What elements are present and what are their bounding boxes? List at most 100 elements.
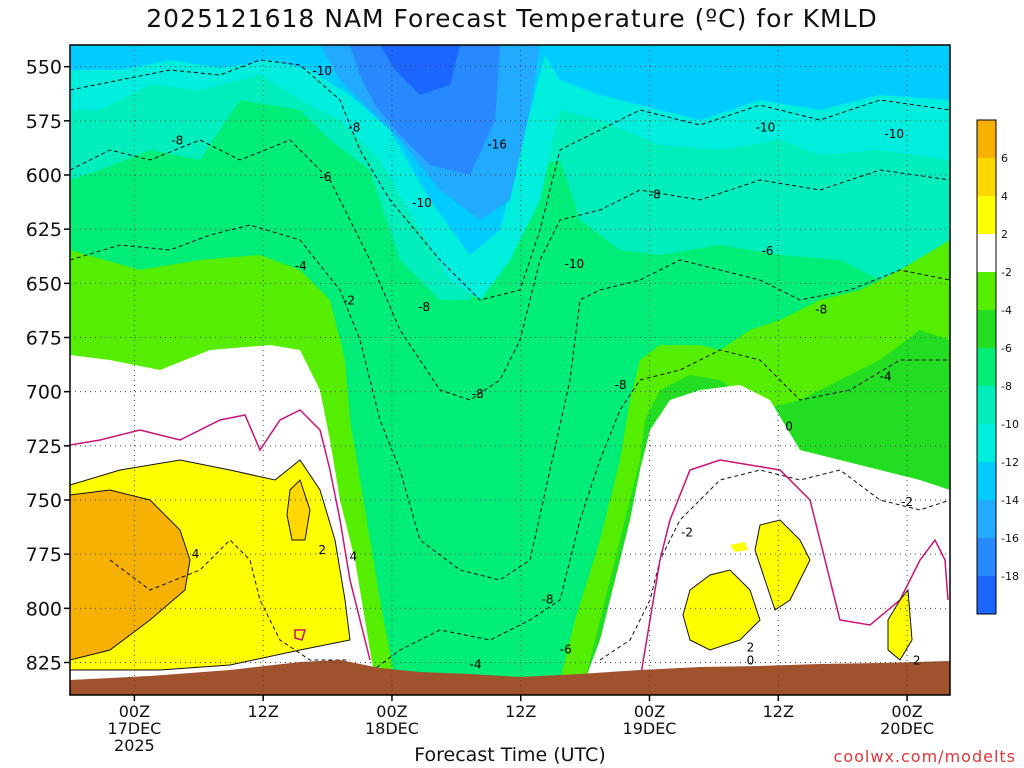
colorbar-swatch: [977, 348, 996, 386]
contour-label: 2: [747, 640, 755, 654]
colorbar-swatch: [977, 576, 996, 614]
contour-label: 2: [318, 543, 326, 557]
x-tick-label: 18DEC: [365, 719, 419, 738]
contour-label: -6: [560, 643, 572, 657]
y-tick-label: 550: [26, 57, 62, 79]
x-tick-label: 19DEC: [623, 719, 677, 738]
contour-label: -4: [295, 259, 307, 273]
plot-fill-layer: [70, 45, 950, 695]
contour-label: -8: [649, 188, 661, 202]
colorbar-label: -6: [1001, 342, 1012, 355]
contour-label: 4: [192, 547, 200, 561]
colorbar-label: 6: [1001, 152, 1008, 165]
colorbar-swatch: [977, 120, 996, 158]
contour-label: -4: [880, 370, 892, 384]
x-tick-label: 00Z: [376, 702, 407, 721]
contour-label: -16: [487, 138, 507, 152]
colorbar-label: -18: [1001, 570, 1019, 583]
contour-label: -6: [319, 170, 331, 184]
contour-label: 2: [913, 653, 921, 667]
terrain: [70, 660, 950, 695]
grid-layer: [70, 45, 950, 695]
x-tick-label: 00Z: [891, 702, 922, 721]
x-tick-label: 12Z: [763, 702, 794, 721]
source-credit: coolwx.com/modelts: [833, 747, 1016, 766]
contour-label: -8: [542, 593, 554, 607]
contour-label: -2: [901, 495, 913, 509]
colorbar-label: -16: [1001, 532, 1019, 545]
y-tick-label: 575: [26, 111, 62, 133]
fill-2-to-4-east-d: [888, 590, 912, 660]
y-tick-label: 700: [26, 382, 62, 404]
colorbar-swatch: [977, 538, 996, 576]
x-tick-label: 12Z: [248, 702, 279, 721]
contour-label: -10: [412, 196, 432, 210]
contour-label: -10: [884, 127, 904, 141]
contour-label: -2: [681, 526, 693, 540]
y-tick-label: 600: [26, 165, 62, 187]
contour-label: -8: [815, 302, 827, 316]
contour-label: -4: [470, 658, 482, 672]
contour-label-layer: -10 -8 -8 -16 -10 -10 -6 -8 -10 -4 -10 -6 -2 -8 -8 -4 -8…: [171, 64, 920, 672]
colorbar-label: -2: [1001, 266, 1012, 279]
contour-label: 0: [747, 653, 755, 667]
x-tick-label: 20DEC: [880, 719, 934, 738]
y-tick-label: 800: [26, 598, 62, 620]
plot-frame: [69, 44, 951, 696]
fill-4-to-6-cell: [287, 480, 310, 540]
contour-label: -8: [472, 387, 484, 401]
positive-contours: [70, 459, 913, 671]
y-tick-label: 650: [26, 273, 62, 295]
contour-label: -10: [565, 257, 585, 271]
y-tick-label: 675: [26, 328, 62, 350]
colorbar-swatch: [977, 424, 996, 462]
contour-label: -2: [343, 294, 355, 308]
colorbar-frame: [976, 119, 997, 615]
colorbar-label: -14: [1001, 494, 1019, 507]
contour-label: -6: [762, 244, 774, 258]
colorbar-label: 2: [1001, 228, 1008, 241]
colorbar-swatch: [977, 462, 996, 500]
colorbar: 6 4 2 -2 -4 -6 -8 -10 -12 -14 -16 -18: [976, 119, 1019, 615]
contour-label: -10: [756, 120, 776, 134]
x-tick-label: 17DEC: [107, 719, 161, 738]
y-tick-label: 775: [26, 544, 62, 566]
colorbar-swatch: [977, 196, 996, 234]
colorbar-swatch: [977, 234, 996, 272]
contour-label: -8: [615, 378, 627, 392]
fill-2-to-4-east-c: [730, 542, 748, 552]
x-tick-label: 12Z: [505, 702, 536, 721]
colorbar-label: 4: [1001, 190, 1008, 203]
colorbar-label: -10: [1001, 418, 1019, 431]
contour-label: 0: [785, 419, 793, 433]
colorbar-label: -12: [1001, 456, 1019, 469]
contour-label: -8: [418, 300, 430, 314]
colorbar-label: -4: [1001, 304, 1012, 317]
x-axis-title: Forecast Time (UTC): [414, 744, 606, 766]
x-tick-label: 2025: [114, 736, 155, 755]
x-tick-label: 00Z: [119, 702, 150, 721]
contour-label: -8: [348, 120, 360, 134]
colorbar-swatch: [977, 272, 996, 310]
colorbar-swatch: [977, 158, 996, 196]
contour-label: -10: [312, 64, 332, 78]
colorbar-swatch: [977, 500, 996, 538]
y-axis: 550 575 600 625 650 675 700 725 750 775 800 825: [26, 57, 70, 675]
chart-title: 2025121618 NAM Forecast Temperature (ºC)…: [146, 4, 878, 33]
y-tick-label: 825: [26, 653, 62, 675]
contour-label: 4: [349, 549, 357, 563]
x-tick-label: 00Z: [634, 702, 665, 721]
y-tick-label: 725: [26, 436, 62, 458]
fill-below-minus18: [380, 45, 460, 95]
negative-contours: [70, 59, 950, 681]
colorbar-swatch: [977, 310, 996, 348]
colorbar-label: -8: [1001, 380, 1012, 393]
y-tick-label: 625: [26, 219, 62, 241]
y-tick-label: 750: [26, 490, 62, 512]
colorbar-swatch: [977, 386, 996, 424]
fill-2-to-4-east-a: [683, 570, 760, 650]
contour-label: -8: [171, 133, 183, 147]
fill-minus16-to-minus18: [350, 45, 500, 175]
